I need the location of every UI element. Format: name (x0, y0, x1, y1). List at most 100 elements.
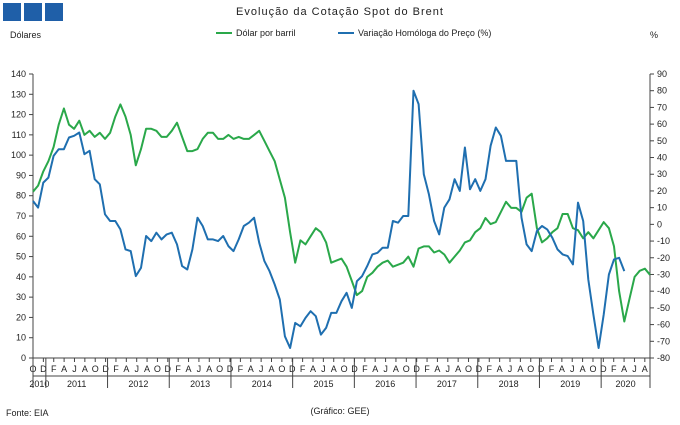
x-axis-month-label: D (476, 364, 483, 374)
x-axis-month-label: J (259, 364, 264, 374)
x-axis-month-label: O (92, 364, 99, 374)
right-axis-tick-label: -60 (657, 320, 670, 330)
right-axis-tick-label: 20 (657, 186, 667, 196)
x-axis-month-label: O (154, 364, 161, 374)
x-axis-month-label: O (216, 364, 223, 374)
right-axis-tick-label: 10 (657, 203, 667, 213)
right-axis-unit: % (649, 30, 658, 40)
x-axis-month-label: J (197, 364, 202, 374)
left-axis-tick-label: 0 (21, 353, 26, 363)
left-axis-tick-label: 50 (16, 252, 26, 262)
x-axis-month-label: A (642, 364, 648, 374)
right-axis-tick-label: -80 (657, 353, 670, 363)
x-axis-month-label: F (300, 364, 306, 374)
legend-label-yoy: Variação Homóloga do Preço (%) (358, 28, 492, 38)
x-axis-month-label: D (227, 364, 234, 374)
x-axis-month-label: A (559, 364, 565, 374)
x-axis-month-label: A (61, 364, 67, 374)
year-label: 2020 (616, 379, 636, 389)
left-axis-tick-label: 120 (11, 110, 26, 120)
x-axis-month-label: A (393, 364, 399, 374)
x-axis-month-label: J (383, 364, 388, 374)
left-axis-tick-label: 90 (16, 170, 26, 180)
x-axis-month-label: F (113, 364, 119, 374)
legend-swatch-yoy (338, 32, 354, 34)
right-axis-tick-label: 70 (657, 102, 667, 112)
left-axis-tick-label: 60 (16, 231, 26, 241)
left-axis-tick-label: 110 (12, 130, 26, 140)
legend-label-price: Dólar por barril (236, 28, 296, 38)
x-axis-month-label: F (362, 364, 368, 374)
x-axis-month-label: A (497, 364, 503, 374)
x-axis-month-label: A (248, 364, 254, 374)
x-axis-month-label: O (527, 364, 534, 374)
x-axis-month-label: O (341, 364, 348, 374)
left-axis-tick-label: 20 (16, 312, 26, 322)
x-axis-month-label: D (165, 364, 172, 374)
year-label: 2016 (375, 379, 395, 389)
x-axis-month-label: J (72, 364, 77, 374)
x-axis-month-label: D (413, 364, 420, 374)
x-axis-month-label: F (424, 364, 430, 374)
series-line-price (32, 103, 651, 323)
year-label: 2012 (128, 379, 148, 389)
x-axis-month-label: A (455, 364, 461, 374)
legend-item-yoy: Variação Homóloga do Preço (%) (338, 28, 491, 38)
x-axis-month-label: F (238, 364, 244, 374)
x-axis-month-label: J (570, 364, 575, 374)
x-axis-month-label: J (446, 364, 451, 374)
x-axis-month-label: J (508, 364, 513, 374)
right-axis-tick-label: -40 (657, 286, 670, 296)
x-axis-month-label: D (40, 364, 47, 374)
right-axis-tick-label: 80 (657, 86, 667, 96)
x-axis-month-label: F (51, 364, 57, 374)
x-axis-month-label: A (580, 364, 586, 374)
right-axis-tick-label: -30 (657, 269, 670, 279)
header-squares (3, 3, 63, 21)
right-axis-tick-label: -10 (657, 236, 670, 246)
x-axis-month-label: J (632, 364, 637, 374)
x-axis-month-label: A (123, 364, 129, 374)
x-axis-month-label: O (278, 364, 285, 374)
legend-swatch-price (216, 32, 232, 34)
x-axis-month-label: A (206, 364, 212, 374)
left-axis-tick-label: 70 (16, 211, 26, 221)
series-line-yoy (32, 89, 626, 349)
year-label: 2019 (560, 379, 580, 389)
left-axis-tick-label: 100 (11, 150, 26, 160)
x-axis-month-label: A (331, 364, 337, 374)
left-axis-unit: Dólares (10, 30, 42, 40)
x-axis-month-label: A (310, 364, 316, 374)
x-axis-month-label: J (134, 364, 139, 374)
x-axis-month-label: A (517, 364, 523, 374)
x-axis-month-label: A (621, 364, 627, 374)
chart-credit: (Gráfico: GEE) (310, 406, 370, 416)
header-square (45, 3, 63, 21)
x-axis-month-label: O (465, 364, 472, 374)
left-axis-tick-label: 30 (16, 292, 26, 302)
right-axis-tick-label: 50 (657, 136, 667, 146)
header-square (24, 3, 42, 21)
chart-title: Evolução da Cotação Spot do Brent (236, 6, 444, 18)
left-axis-tick-label: 80 (16, 191, 26, 201)
legend-item-price: Dólar por barril (216, 28, 296, 38)
x-axis-month-label: F (549, 364, 555, 374)
x-axis-month-label: D (102, 364, 109, 374)
right-axis-tick-label: 40 (657, 153, 667, 163)
left-axis-tick-label: 140 (11, 69, 26, 79)
x-axis-month-label: J (321, 364, 326, 374)
year-label: 2015 (313, 379, 333, 389)
year-label: 2010 (29, 379, 49, 389)
year-label: 2018 (499, 379, 519, 389)
header-square (3, 3, 21, 21)
x-axis-month-label: A (268, 364, 274, 374)
right-axis-tick-label: 30 (657, 169, 667, 179)
x-axis-month-label: O (403, 364, 410, 374)
x-axis-month-label: D (538, 364, 545, 374)
left-axis-tick-label: 130 (11, 89, 26, 99)
right-axis-tick-label: 0 (657, 219, 662, 229)
x-axis-month-label: A (82, 364, 88, 374)
x-axis-month-label: F (487, 364, 493, 374)
right-axis-tick-label: -50 (657, 303, 670, 313)
